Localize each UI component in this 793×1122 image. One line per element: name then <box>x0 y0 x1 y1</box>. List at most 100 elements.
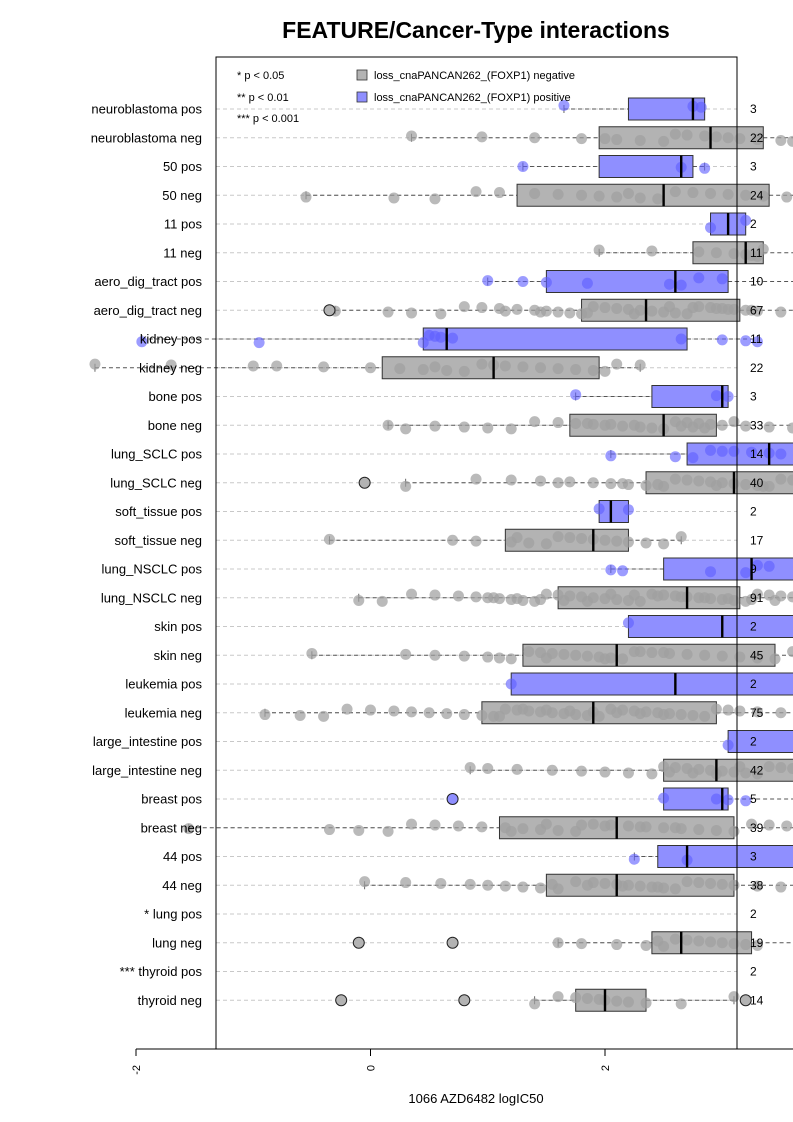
data-point <box>259 709 271 721</box>
sample-count: 11 <box>750 246 763 260</box>
data-point <box>675 333 687 345</box>
data-point <box>406 307 418 319</box>
data-point <box>669 933 681 945</box>
data-point <box>787 646 793 658</box>
data-point <box>587 364 599 376</box>
data-point <box>716 650 728 662</box>
data-point <box>669 822 681 834</box>
data-point <box>599 302 611 314</box>
data-point <box>693 475 705 487</box>
data-point <box>376 595 388 607</box>
data-point <box>675 709 687 721</box>
data-point <box>751 652 763 664</box>
data-point <box>611 358 623 370</box>
data-point <box>763 560 775 572</box>
data-point <box>763 819 775 831</box>
chart-title: FEATURE/Cancer-Type interactions <box>282 17 670 43</box>
data-point <box>699 592 711 604</box>
data-point <box>669 473 681 485</box>
sample-count: 22 <box>750 131 764 145</box>
data-point <box>476 302 488 314</box>
data-point <box>400 423 412 435</box>
data-point <box>658 709 670 721</box>
data-point <box>476 709 488 721</box>
data-point <box>695 101 707 113</box>
data-point <box>540 818 552 830</box>
data-point <box>675 279 687 291</box>
data-point <box>441 708 453 720</box>
sample-count: 75 <box>750 706 764 720</box>
data-point <box>599 877 611 889</box>
sample-count: 33 <box>750 418 764 432</box>
row-label: bone neg <box>148 418 202 433</box>
data-point <box>400 877 412 889</box>
median-layer <box>445 98 771 1012</box>
data-point <box>681 934 693 946</box>
data-point <box>628 419 640 431</box>
data-point <box>757 190 769 202</box>
data-point <box>687 767 699 779</box>
data-point <box>710 479 722 491</box>
data-point <box>722 391 734 402</box>
sample-count: 39 <box>750 821 764 835</box>
data-point <box>710 131 722 143</box>
significance-note-3: *** p < 0.001 <box>237 113 299 125</box>
data-point <box>634 708 646 720</box>
data-point <box>540 704 552 716</box>
outlier-point <box>458 994 471 1007</box>
data-point <box>552 824 564 836</box>
data-point <box>728 938 740 950</box>
data-point <box>705 187 717 199</box>
x-axis: -20246 <box>131 1048 793 1075</box>
data-point <box>247 360 259 372</box>
data-point <box>622 996 634 1008</box>
data-point <box>728 991 740 1003</box>
legend-swatch-negative <box>356 69 368 81</box>
data-point <box>675 591 687 603</box>
data-point <box>622 767 634 779</box>
data-point <box>722 593 734 605</box>
data-point <box>318 361 330 373</box>
data-point <box>781 191 793 203</box>
data-point <box>716 419 728 431</box>
data-point <box>429 649 441 661</box>
data-point <box>359 876 371 888</box>
data-point <box>576 189 588 201</box>
data-point <box>757 243 769 255</box>
data-point <box>165 359 177 371</box>
data-point <box>570 364 582 376</box>
data-point <box>622 536 634 548</box>
outlier-point <box>739 994 752 1007</box>
data-point <box>617 420 629 432</box>
data-point <box>511 532 523 544</box>
data-point <box>593 503 605 515</box>
data-point <box>435 331 447 343</box>
data-point <box>611 939 623 951</box>
data-point <box>681 129 693 141</box>
outlier-point <box>446 936 459 949</box>
data-point <box>388 192 400 204</box>
sample-count: 9 <box>750 562 757 576</box>
data-point <box>611 535 623 547</box>
data-point <box>570 389 582 401</box>
data-point <box>570 649 582 661</box>
outlier-point <box>358 476 371 489</box>
data-point <box>722 132 734 144</box>
outlier-point <box>335 994 348 1007</box>
data-point <box>611 995 623 1007</box>
data-point <box>587 477 599 489</box>
data-point <box>634 359 646 371</box>
data-point <box>406 130 418 142</box>
row-label: lung_NSCLC pos <box>102 562 203 577</box>
data-point <box>435 877 447 889</box>
data-point <box>658 647 670 659</box>
outlier-point <box>323 304 336 317</box>
data-point <box>746 446 758 458</box>
data-point <box>552 306 564 318</box>
data-point <box>787 591 793 603</box>
iqr-box <box>627 615 793 638</box>
row-label: * lung pos <box>144 907 202 922</box>
data-point <box>628 308 640 320</box>
row-label: 44 pos <box>163 849 203 864</box>
data-point <box>517 881 529 893</box>
